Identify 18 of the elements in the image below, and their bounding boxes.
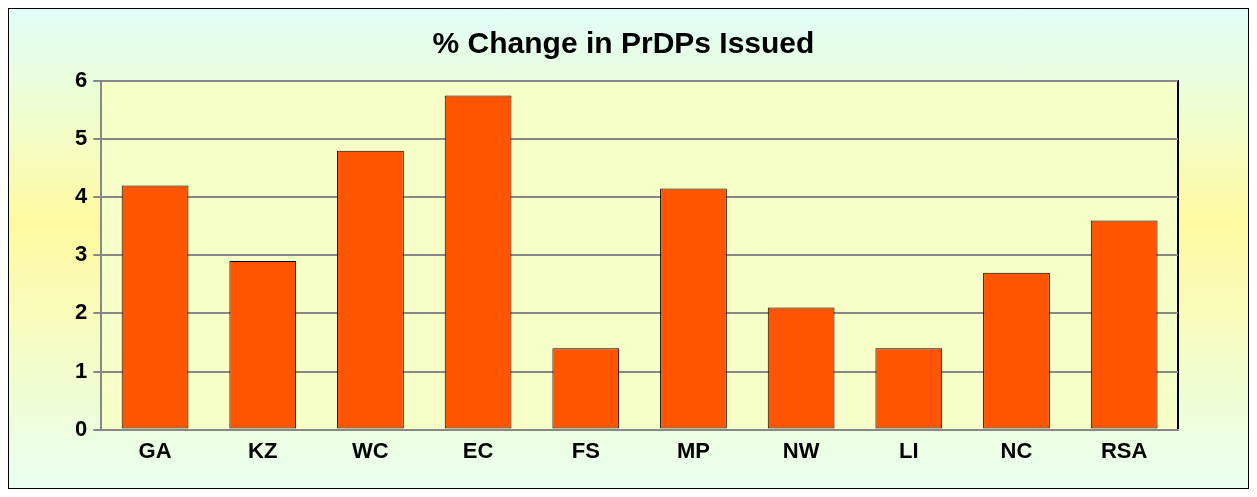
x-tick-label: RSA [1100, 437, 1148, 463]
x-tick-label: MP [676, 437, 710, 463]
x-tick-label: LI [899, 437, 919, 463]
chart-title: % Change in PrDPs Issued [432, 26, 815, 60]
x-tick-label: FS [571, 437, 600, 463]
y-tick-label: 1 [74, 357, 88, 383]
x-tick-label: GA [138, 437, 172, 463]
y-tick-label: 2 [74, 299, 88, 325]
y-tick-label: 4 [74, 183, 88, 209]
y-tick-label: 6 [74, 67, 88, 93]
x-tick-label: WC [352, 437, 389, 463]
y-tick-label: 0 [74, 415, 88, 441]
x-tick-label: KZ [248, 437, 278, 463]
x-tick-label: EC [462, 437, 494, 463]
y-tick-label: 3 [74, 241, 88, 267]
x-tick-label: NC [1000, 437, 1033, 463]
x-tick-label: NW [782, 437, 820, 463]
y-tick-label: 5 [74, 125, 88, 151]
